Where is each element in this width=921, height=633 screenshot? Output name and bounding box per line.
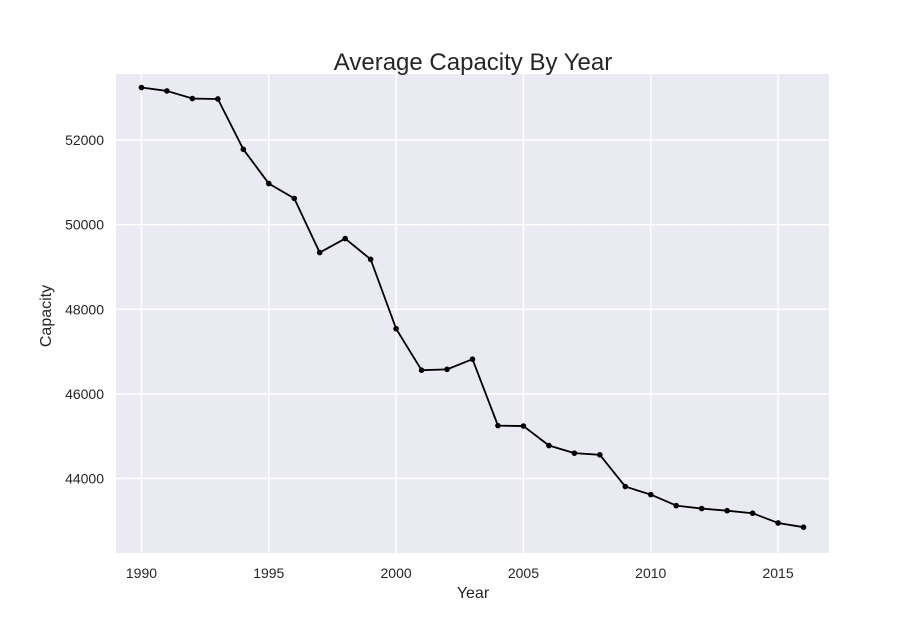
data-point [393, 325, 399, 332]
data-point [673, 502, 680, 509]
data-point [240, 146, 247, 153]
chart-title: Average Capacity By Year [334, 49, 612, 76]
data-point [495, 422, 501, 429]
y-tick-label: 46000 [65, 386, 104, 402]
data-point [444, 366, 450, 373]
data-point [189, 95, 196, 102]
y-tick-label: 44000 [65, 471, 104, 487]
x-tick-label: 2015 [762, 565, 793, 581]
plot-area [116, 74, 829, 553]
x-tick-label: 2010 [635, 565, 666, 581]
data-point [215, 96, 221, 102]
y-axis-ticks: 44000 46000 48000 50000 52000 [65, 132, 104, 487]
data-point [571, 450, 578, 456]
data-point [775, 520, 781, 526]
x-axis-ticks: 1990 1995 2000 2005 2010 2015 [126, 565, 794, 581]
data-point [520, 423, 527, 429]
x-axis-label: Year [457, 585, 490, 602]
data-point [698, 505, 705, 512]
data-point [469, 356, 476, 363]
data-point [597, 452, 603, 458]
data-point [800, 524, 807, 530]
x-tick-label: 2000 [381, 565, 412, 581]
data-point [342, 235, 348, 242]
data-point [367, 256, 374, 263]
data-point [546, 442, 552, 449]
data-point [164, 88, 170, 94]
data-point [418, 367, 425, 374]
data-point [291, 195, 298, 202]
y-axis-label: Capacity [38, 285, 55, 347]
data-point [622, 483, 629, 490]
y-tick-label: 48000 [65, 301, 104, 317]
y-tick-label: 52000 [65, 132, 104, 148]
data-point [265, 180, 272, 187]
y-tick-label: 50000 [65, 217, 104, 233]
data-point [724, 507, 730, 514]
data-point [647, 491, 654, 498]
data-point [316, 249, 323, 256]
series-layer [138, 84, 807, 530]
data-point [138, 84, 145, 91]
x-tick-label: 2005 [508, 565, 539, 581]
data-point [749, 510, 756, 517]
x-tick-label: 1990 [126, 565, 157, 581]
grid-lines [116, 74, 829, 553]
x-tick-label: 1995 [253, 565, 284, 581]
